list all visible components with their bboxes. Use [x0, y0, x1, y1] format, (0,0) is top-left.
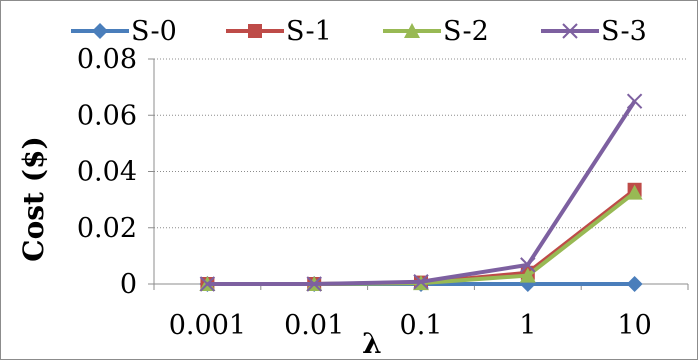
- y-tick-label: 0.06: [77, 100, 137, 131]
- x-tick-label: 1: [519, 310, 536, 341]
- data-point: [413, 274, 429, 290]
- x-tick-label: 0.001: [169, 310, 246, 341]
- legend-label: S-2: [443, 16, 489, 47]
- legend-item-s-0: S-0: [71, 16, 177, 47]
- y-tick-label: 0.04: [77, 157, 137, 188]
- y-tick-label: 0.02: [77, 213, 137, 244]
- legend-label: S-1: [286, 16, 332, 47]
- x-tick-label: 10: [617, 310, 651, 341]
- legend-marker: [92, 23, 108, 39]
- x-tick-label: 0.01: [284, 310, 344, 341]
- legend-item-s-2: S-2: [383, 16, 489, 47]
- series-s-2: [199, 184, 643, 291]
- data-point: [199, 276, 216, 292]
- y-tick-label: 0.08: [77, 44, 137, 75]
- legend-marker: [248, 24, 262, 38]
- series-s-3: [199, 93, 643, 292]
- y-axis-title: Cost ($): [17, 136, 50, 261]
- data-point: [626, 93, 643, 109]
- gridlines: [154, 58, 688, 229]
- legend-label: S-0: [131, 16, 177, 47]
- series-line: [207, 188, 636, 286]
- x-axis-title: λ: [362, 327, 382, 359]
- series-lines: [199, 93, 643, 292]
- legend-item-s-3: S-3: [541, 16, 647, 47]
- series-line: [207, 100, 637, 286]
- legend-label: S-3: [601, 16, 647, 47]
- x-tick-label: 0.1: [400, 310, 443, 341]
- axes: [148, 58, 689, 290]
- y-tick-label: 0: [120, 269, 137, 300]
- data-point: [626, 276, 643, 292]
- data-point: [626, 184, 643, 200]
- data-point: [519, 267, 536, 283]
- legend-marker: [562, 23, 578, 39]
- legend: S-0 S-1 S-2 S-3: [71, 16, 647, 47]
- tick-labels: 0 0.02 0.04 0.06 0.08 0.001 0.01 0.1 1 10: [77, 44, 652, 341]
- legend-marker: [404, 23, 420, 38]
- data-point: [520, 257, 536, 273]
- legend-item-s-1: S-1: [226, 16, 332, 47]
- data-point: [306, 276, 322, 292]
